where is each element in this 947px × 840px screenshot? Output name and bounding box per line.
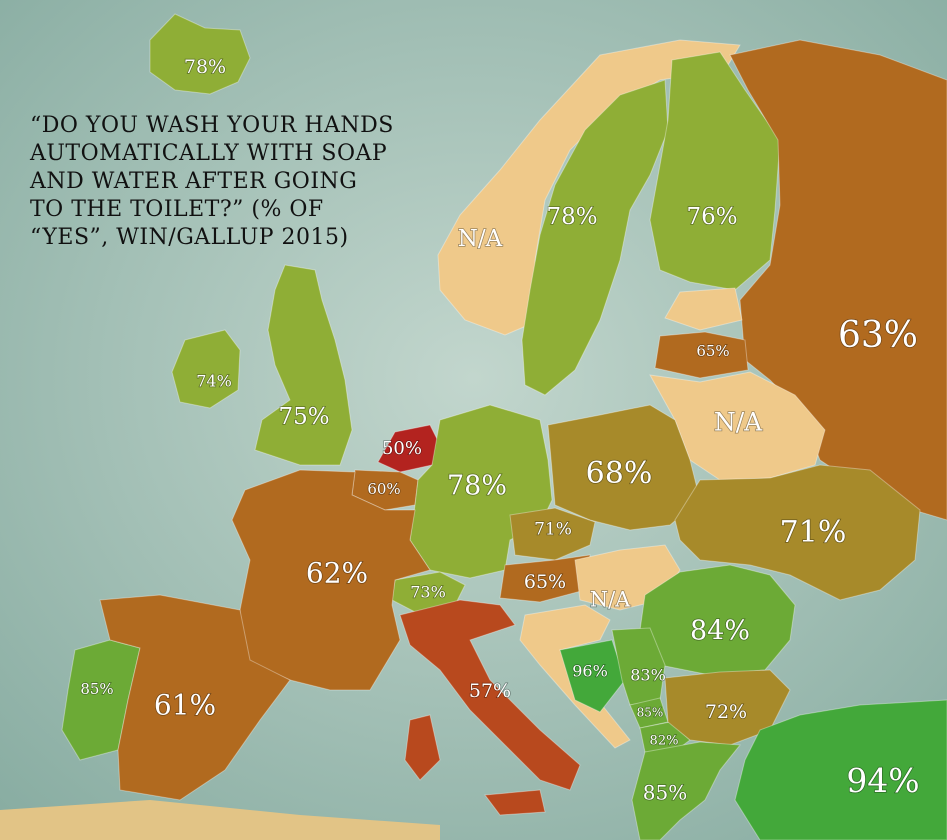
country-czechia[interactable] xyxy=(509,507,596,561)
label-austria: 65% xyxy=(524,571,566,593)
label-finland: 76% xyxy=(686,204,737,230)
label-russia: 63% xyxy=(838,315,918,356)
country-belarus[interactable] xyxy=(649,371,826,481)
country-greece[interactable] xyxy=(631,741,741,840)
label-greece: 85% xyxy=(643,781,687,805)
title-line-2: automatically with soap xyxy=(30,141,388,166)
country-sicily[interactable] xyxy=(484,789,546,816)
label-switzerland: 73% xyxy=(410,583,446,602)
country-bosnia[interactable] xyxy=(559,639,626,713)
label-uk: 75% xyxy=(278,404,329,430)
title-line-5: “yes”, WIN/Gallup 2015) xyxy=(30,225,349,250)
title-line-4: to the toilet?” (% of xyxy=(30,197,324,222)
label-sweden: 78% xyxy=(546,204,597,230)
map-title: “Do you wash your hands automatically wi… xyxy=(30,112,470,252)
country-ireland[interactable] xyxy=(171,329,241,409)
country-uk[interactable] xyxy=(254,264,353,466)
label-turkey: 94% xyxy=(846,761,919,800)
label-hungary: N/A xyxy=(590,588,631,612)
country-iceland[interactable] xyxy=(149,13,251,95)
label-germany: 78% xyxy=(447,471,507,502)
label-france: 62% xyxy=(306,557,368,590)
title-line-3: and water after going xyxy=(30,169,358,194)
label-serbia: 83% xyxy=(630,666,666,685)
label-romania: 84% xyxy=(690,616,750,647)
country-spain[interactable] xyxy=(99,594,291,801)
title-line-1: “Do you wash your hands xyxy=(30,113,394,138)
label-poland: 68% xyxy=(586,456,653,491)
label-iceland: 78% xyxy=(184,56,226,78)
label-macedonia: 82% xyxy=(650,734,679,749)
country-ukraine[interactable] xyxy=(674,464,921,601)
label-netherlands: 50% xyxy=(382,438,422,459)
country-sweden[interactable] xyxy=(521,79,669,396)
label-kosovo: 85% xyxy=(637,706,664,720)
country-italy[interactable] xyxy=(399,599,581,791)
label-bosnia: 96% xyxy=(572,662,608,681)
label-czechia: 71% xyxy=(534,520,572,540)
map-labels: 78% N/A 78% 76% 63% 65% N/A 74% 75% 50% 60% 78% 68% 7… xyxy=(80,55,921,805)
country-estonia-latvia[interactable] xyxy=(664,287,743,331)
label-norway: N/A xyxy=(458,226,503,252)
label-ukraine: 71% xyxy=(780,515,847,550)
country-sardinia[interactable] xyxy=(404,714,441,781)
label-belarus: N/A xyxy=(714,408,763,437)
label-belgium: 60% xyxy=(367,480,400,498)
label-italy: 57% xyxy=(469,680,511,702)
label-spain: 61% xyxy=(154,689,216,722)
country-turkey[interactable] xyxy=(734,699,947,840)
country-lithuania[interactable] xyxy=(654,331,749,379)
africa-coast xyxy=(0,800,440,840)
label-lithuania: 65% xyxy=(696,342,729,360)
label-ireland: 74% xyxy=(196,372,232,391)
label-portugal: 85% xyxy=(80,680,113,698)
label-bulgaria: 72% xyxy=(705,701,747,723)
